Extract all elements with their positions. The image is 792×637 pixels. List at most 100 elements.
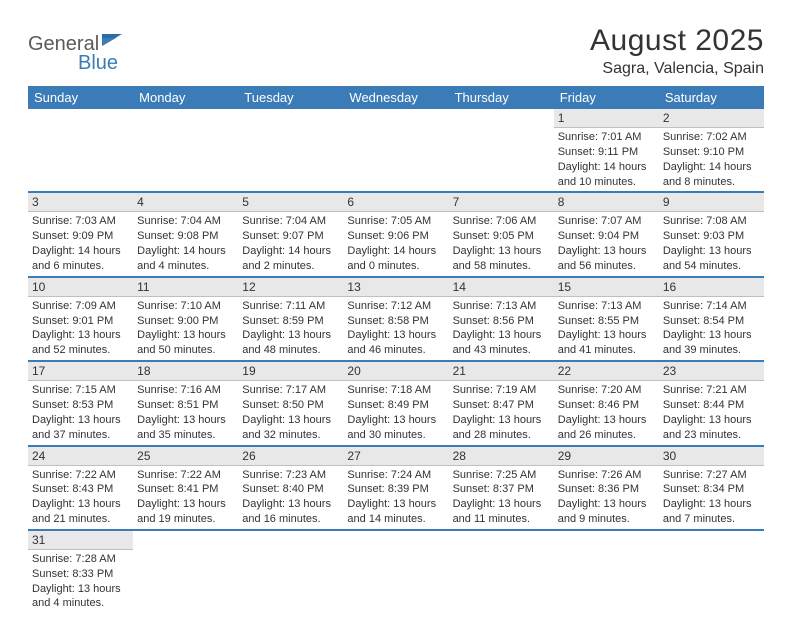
- day-info: Sunrise: 7:08 AMSunset: 9:03 PMDaylight:…: [663, 214, 760, 273]
- calendar-cell: [238, 531, 343, 613]
- daylight: Daylight: 13 hours and 9 minutes.: [558, 497, 655, 527]
- daylight: Daylight: 13 hours and 39 minutes.: [663, 328, 760, 358]
- calendar-cell: 22Sunrise: 7:20 AMSunset: 8:46 PMDayligh…: [554, 362, 659, 446]
- sunset: Sunset: 9:05 PM: [453, 229, 550, 244]
- day-number: 26: [238, 447, 343, 466]
- day-number: 10: [28, 278, 133, 297]
- day-info: Sunrise: 7:20 AMSunset: 8:46 PMDaylight:…: [558, 383, 655, 442]
- sunrise: Sunrise: 7:07 AM: [558, 214, 655, 229]
- sunset: Sunset: 8:41 PM: [137, 482, 234, 497]
- calendar-cell: 5Sunrise: 7:04 AMSunset: 9:07 PMDaylight…: [238, 193, 343, 277]
- day-info: Sunrise: 7:06 AMSunset: 9:05 PMDaylight:…: [453, 214, 550, 273]
- sunset: Sunset: 8:54 PM: [663, 314, 760, 329]
- day-info: Sunrise: 7:17 AMSunset: 8:50 PMDaylight:…: [242, 383, 339, 442]
- calendar-cell: [343, 109, 448, 193]
- calendar-row: 31Sunrise: 7:28 AMSunset: 8:33 PMDayligh…: [28, 531, 764, 613]
- weekday-header: Tuesday: [238, 86, 343, 109]
- daylight: Daylight: 13 hours and 43 minutes.: [453, 328, 550, 358]
- sunrise: Sunrise: 7:25 AM: [453, 468, 550, 483]
- daylight: Daylight: 14 hours and 0 minutes.: [347, 244, 444, 274]
- day-number: 15: [554, 278, 659, 297]
- sunrise: Sunrise: 7:16 AM: [137, 383, 234, 398]
- day-info: Sunrise: 7:14 AMSunset: 8:54 PMDaylight:…: [663, 299, 760, 358]
- calendar-row: 24Sunrise: 7:22 AMSunset: 8:43 PMDayligh…: [28, 447, 764, 531]
- day-info: Sunrise: 7:12 AMSunset: 8:58 PMDaylight:…: [347, 299, 444, 358]
- sunset: Sunset: 8:56 PM: [453, 314, 550, 329]
- sunrise: Sunrise: 7:15 AM: [32, 383, 129, 398]
- calendar-cell: 15 Sunrise: 7:13 AMSunset: 8:55 PMDayligh…: [554, 278, 659, 362]
- calendar-row: 3Sunrise: 7:03 AMSunset: 9:09 PMDaylight…: [28, 193, 764, 277]
- day-number: 2: [659, 109, 764, 128]
- calendar-cell: [554, 531, 659, 613]
- sunrise: Sunrise: 7:01 AM: [558, 130, 655, 145]
- day-number: 13: [343, 278, 448, 297]
- calendar-cell: 6 Sunrise: 7:05 AMSunset: 9:06 PMDaylight…: [343, 193, 448, 277]
- day-info: Sunrise: 7:01 AMSunset: 9:11 PMDaylight:…: [558, 130, 655, 189]
- day-info: Sunrise: 7:05 AMSunset: 9:06 PMDaylight:…: [347, 214, 444, 273]
- day-number: 8: [554, 193, 659, 212]
- day-number: 16: [659, 278, 764, 297]
- sunrise: Sunrise: 7:05 AM: [347, 214, 444, 229]
- daylight: Daylight: 13 hours and 19 minutes.: [137, 497, 234, 527]
- daylight: Daylight: 14 hours and 4 minutes.: [137, 244, 234, 274]
- calendar-cell: 26 Sunrise: 7:23 AMSunset: 8:40 PMDayligh…: [238, 447, 343, 531]
- calendar-cell: 3Sunrise: 7:03 AMSunset: 9:09 PMDaylight…: [28, 193, 133, 277]
- calendar-cell: 12Sunrise: 7:11 AMSunset: 8:59 PMDayligh…: [238, 278, 343, 362]
- day-number: 21: [449, 362, 554, 381]
- calendar-cell: [238, 109, 343, 193]
- daylight: Daylight: 13 hours and 58 minutes.: [453, 244, 550, 274]
- day-number: 6: [343, 193, 448, 212]
- sunrise: Sunrise: 7:12 AM: [347, 299, 444, 314]
- day-number: 17: [28, 362, 133, 381]
- sunrise: Sunrise: 7:06 AM: [453, 214, 550, 229]
- day-info: Sunrise: 7:04 AMSunset: 9:08 PMDaylight:…: [137, 214, 234, 273]
- calendar-cell: 16 Sunrise: 7:14 AMSunset: 8:54 PMDayligh…: [659, 278, 764, 362]
- daylight: Daylight: 13 hours and 26 minutes.: [558, 413, 655, 443]
- sunset: Sunset: 9:04 PM: [558, 229, 655, 244]
- sunrise: Sunrise: 7:23 AM: [242, 468, 339, 483]
- calendar-cell: [133, 531, 238, 613]
- sunset: Sunset: 8:55 PM: [558, 314, 655, 329]
- calendar-row: 1Sunrise: 7:01 AMSunset: 9:11 PMDaylight…: [28, 109, 764, 193]
- sunrise: Sunrise: 7:13 AM: [453, 299, 550, 314]
- sunrise: Sunrise: 7:10 AM: [137, 299, 234, 314]
- sunset: Sunset: 9:07 PM: [242, 229, 339, 244]
- day-number: 12: [238, 278, 343, 297]
- daylight: Daylight: 13 hours and 7 minutes.: [663, 497, 760, 527]
- daylight: Daylight: 14 hours and 6 minutes.: [32, 244, 129, 274]
- day-info: Sunrise: 7:23 AMSunset: 8:40 PMDaylight:…: [242, 468, 339, 527]
- month-title: August 2025: [590, 24, 764, 58]
- sunrise: Sunrise: 7:04 AM: [242, 214, 339, 229]
- day-number: 25: [133, 447, 238, 466]
- weekday-header: Wednesday: [343, 86, 448, 109]
- daylight: Daylight: 13 hours and 32 minutes.: [242, 413, 339, 443]
- sunset: Sunset: 8:43 PM: [32, 482, 129, 497]
- daylight: Daylight: 13 hours and 37 minutes.: [32, 413, 129, 443]
- day-info: Sunrise: 7:13 AMSunset: 8:55 PMDaylight:…: [558, 299, 655, 358]
- calendar-cell: 17Sunrise: 7:15 AMSunset: 8:53 PMDayligh…: [28, 362, 133, 446]
- sunrise: Sunrise: 7:22 AM: [137, 468, 234, 483]
- sunset: Sunset: 9:03 PM: [663, 229, 760, 244]
- sunrise: Sunrise: 7:27 AM: [663, 468, 760, 483]
- calendar-cell: 31Sunrise: 7:28 AMSunset: 8:33 PMDayligh…: [28, 531, 133, 613]
- calendar-cell: 24Sunrise: 7:22 AMSunset: 8:43 PMDayligh…: [28, 447, 133, 531]
- sunset: Sunset: 9:00 PM: [137, 314, 234, 329]
- day-info: Sunrise: 7:07 AMSunset: 9:04 PMDaylight:…: [558, 214, 655, 273]
- calendar-cell: [449, 109, 554, 193]
- day-number: 30: [659, 447, 764, 466]
- day-info: Sunrise: 7:16 AMSunset: 8:51 PMDaylight:…: [137, 383, 234, 442]
- sunset: Sunset: 9:10 PM: [663, 145, 760, 160]
- sunset: Sunset: 9:11 PM: [558, 145, 655, 160]
- day-info: Sunrise: 7:19 AMSunset: 8:47 PMDaylight:…: [453, 383, 550, 442]
- calendar-cell: 4Sunrise: 7:04 AMSunset: 9:08 PMDaylight…: [133, 193, 238, 277]
- calendar-cell: 14Sunrise: 7:13 AMSunset: 8:56 PMDayligh…: [449, 278, 554, 362]
- calendar-cell: [659, 531, 764, 613]
- sunset: Sunset: 8:40 PM: [242, 482, 339, 497]
- sunrise: Sunrise: 7:18 AM: [347, 383, 444, 398]
- sunset: Sunset: 8:51 PM: [137, 398, 234, 413]
- calendar-cell: 8 Sunrise: 7:07 AMSunset: 9:04 PMDaylight…: [554, 193, 659, 277]
- daylight: Daylight: 13 hours and 30 minutes.: [347, 413, 444, 443]
- location: Sagra, Valencia, Spain: [590, 60, 764, 78]
- day-info: Sunrise: 7:24 AMSunset: 8:39 PMDaylight:…: [347, 468, 444, 527]
- sunset: Sunset: 8:50 PM: [242, 398, 339, 413]
